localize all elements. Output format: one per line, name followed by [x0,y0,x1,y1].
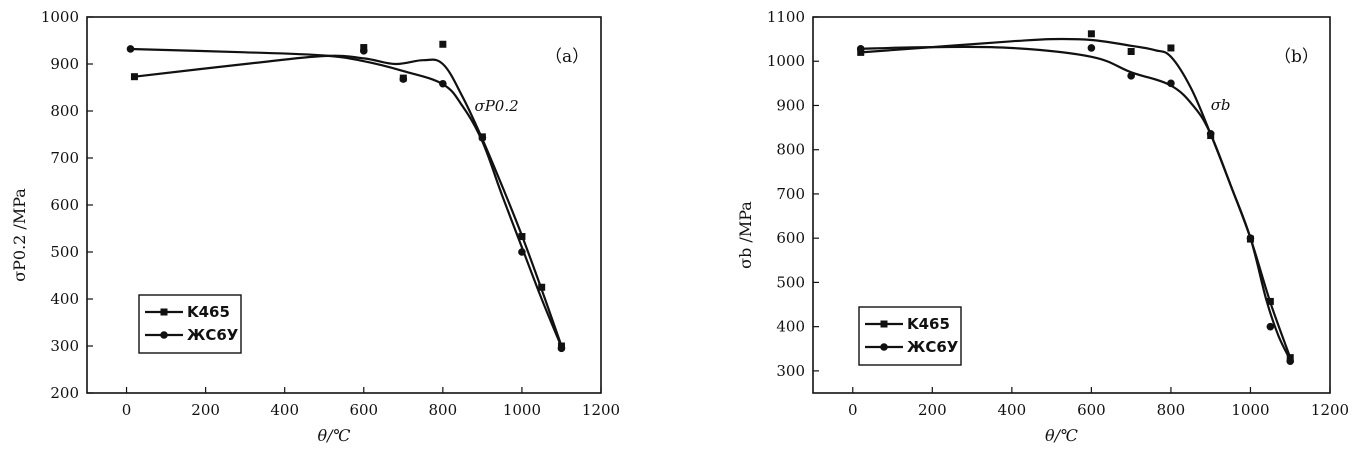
data-point-ЖС6У [126,45,135,53]
y-tick-label: 1100 [767,8,805,26]
data-point-ЖС6У [1087,44,1096,52]
y-tick-label: 1000 [41,8,79,26]
legend: K465 ЖС6У [138,294,242,354]
legend-marker-ЖС6У [160,331,168,339]
legend: K465 ЖС6У [858,306,962,366]
y-tick-label: 500 [50,243,79,261]
data-point-ЖС6У [359,47,368,55]
x-axis-title: θ/℃ [1045,426,1078,445]
y-tick-label: 900 [776,96,805,114]
y-tick-label: 200 [50,384,79,402]
curve-annotation: σb [1211,96,1231,114]
data-point-ЖС6У [1266,322,1275,331]
data-point-ЖС6У [557,344,566,353]
data-point-ЖС6У [518,248,526,256]
y-tick-label: 500 [776,273,805,291]
curve-annotation: σP0.2 [474,97,518,115]
y-tick-label: 400 [776,318,805,336]
data-point-ЖС6У [399,75,408,83]
x-tick-label: 600 [349,401,378,419]
data-point-ЖС6У [1167,79,1175,88]
x-tick-label: 400 [270,401,299,419]
x-tick-label: 1000 [503,401,541,419]
y-tick-label: 400 [50,290,79,308]
data-point-K465 [130,73,138,81]
y-tick-label: 600 [776,229,805,247]
x-axis-title: θ/℃ [318,426,351,445]
y-tick-label: 300 [776,362,805,380]
legend-label-ЖС6У: ЖС6У [187,326,239,344]
y-tick-label: 1000 [767,52,805,70]
x-tick-label: 200 [918,401,947,419]
data-point-K465 [1127,48,1135,56]
legend-box [858,306,962,366]
y-tick-label: 900 [50,55,79,73]
x-tick-label: 400 [998,401,1027,419]
data-point-K465 [1167,44,1175,52]
y-tick-label: 600 [50,196,79,214]
legend-label-K465: K465 [187,303,230,321]
legend-marker-ЖС6У [880,343,888,351]
data-point-ЖС6У [1246,234,1255,242]
y-tick-label: 700 [776,185,805,203]
chart-panel-a: 0 200 400 600 800 1000 1200 200 300 400 500 600 700 8… [10,8,620,445]
y-axis-title: σb /MPa [736,201,755,269]
legend-marker-K465 [160,308,168,316]
legend-marker-K465 [880,320,888,328]
data-point-ЖС6У [856,45,865,53]
x-tick-label: 0 [122,401,132,419]
data-point-ЖС6У [439,79,447,88]
legend-box [138,294,242,354]
panel-label: （a） [545,47,589,67]
data-point-ЖС6У [1127,72,1135,80]
panel-label: （b） [1274,47,1319,67]
legend-label-ЖС6У: ЖС6У [907,338,959,356]
x-tick-label: 1000 [1231,401,1269,419]
x-tick-label: 1200 [1311,401,1349,419]
y-axis-title: σP0.2 /MPa [10,188,29,282]
data-point-K465 [518,232,526,240]
x-tick-label: 600 [1077,401,1106,419]
data-point-ЖС6У [1286,357,1295,365]
x-tick-label: 800 [429,401,458,419]
data-point-ЖС6У [1206,129,1215,138]
series-line-ЖС6У [860,45,1292,361]
legend-label-K465: K465 [907,315,950,333]
y-tick-label: 800 [776,141,805,159]
data-point-K465 [1087,30,1095,38]
data-point-K465 [1266,297,1274,305]
plot-frame [812,16,1331,394]
x-tick-label: 1200 [582,401,620,419]
series-line-ЖС6У [130,47,563,348]
x-tick-label: 200 [191,401,220,419]
x-tick-label: 0 [848,401,858,419]
data-point-K465 [538,283,546,291]
data-point-ЖС6У [478,133,487,142]
y-tick-label: 700 [50,149,79,167]
y-tick-label: 800 [50,102,79,120]
chart-panel-b: 0 200 400 600 800 1000 1200 300 400 500 600 700 800 9… [736,8,1349,445]
y-tick-label: 300 [50,337,79,355]
data-point-K465 [439,40,447,48]
x-tick-label: 800 [1157,401,1186,419]
